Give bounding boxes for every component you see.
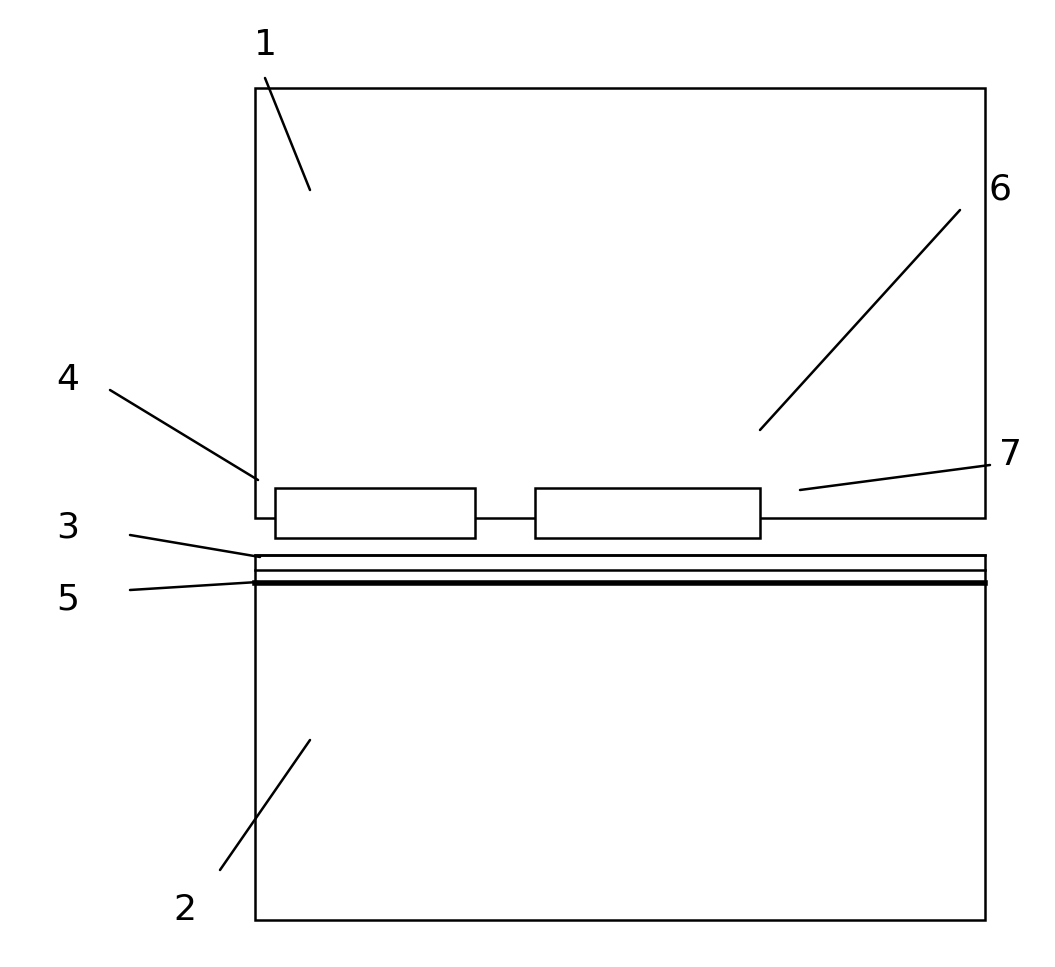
Text: 7: 7 — [998, 438, 1021, 472]
Text: 6: 6 — [989, 173, 1012, 207]
Bar — [275, 488, 475, 538]
Text: 2: 2 — [173, 893, 196, 927]
Text: 4: 4 — [57, 363, 79, 397]
Bar — [255, 555, 985, 920]
Text: 3: 3 — [57, 511, 79, 545]
Bar — [255, 88, 985, 518]
Text: 5: 5 — [57, 583, 79, 617]
Text: 1: 1 — [253, 28, 276, 62]
Bar — [535, 488, 760, 538]
